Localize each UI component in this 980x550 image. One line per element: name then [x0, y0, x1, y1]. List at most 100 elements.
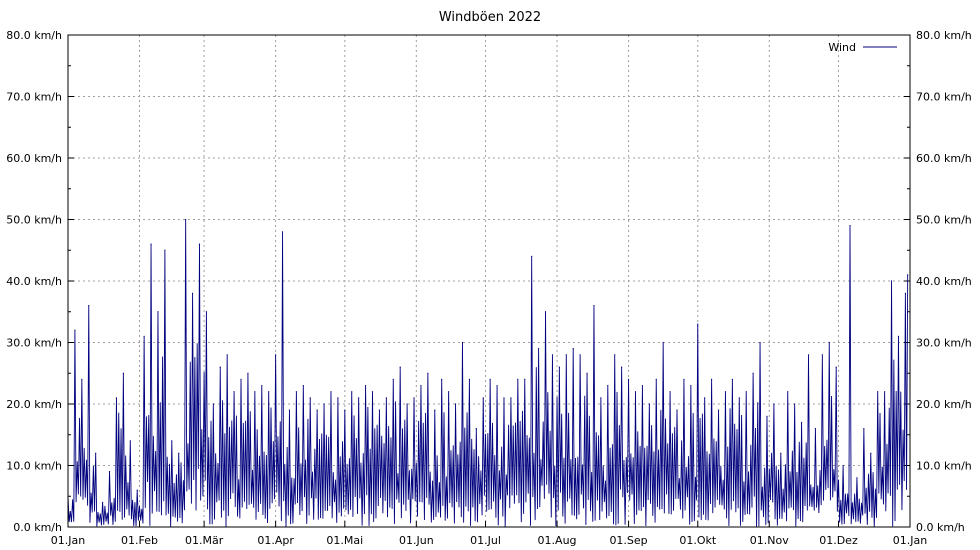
data-point [600, 397, 602, 399]
data-point [738, 397, 740, 399]
data-point [364, 384, 367, 387]
data-point [517, 378, 519, 380]
x-tick-label: 01.Jul [470, 534, 501, 547]
data-point [136, 489, 138, 491]
data-point [503, 397, 505, 399]
data-point [150, 243, 152, 245]
data-point [579, 354, 581, 356]
data-point [641, 384, 644, 387]
data-point [226, 354, 228, 356]
data-point [205, 311, 208, 313]
data-point [454, 403, 457, 405]
data-point [551, 354, 554, 356]
data-point [344, 409, 346, 411]
data-point [371, 391, 374, 393]
data-point [240, 378, 242, 380]
series-line-wind [67, 219, 909, 527]
data-point [884, 391, 886, 393]
data-point [870, 452, 872, 454]
data-point [378, 409, 381, 411]
data-point [821, 354, 823, 356]
data-point [178, 452, 180, 454]
data-point [752, 372, 754, 374]
data-point [558, 366, 560, 368]
data-point [164, 249, 166, 251]
data-point [157, 311, 159, 313]
data-point [143, 335, 145, 337]
data-point [351, 391, 353, 393]
data-point [835, 366, 837, 368]
data-point [385, 397, 387, 399]
legend: Wind [828, 41, 897, 54]
data-point [268, 391, 270, 393]
data-point [171, 440, 173, 442]
data-point [842, 464, 844, 467]
data-point [683, 378, 685, 380]
data-point [863, 428, 865, 430]
data-point [704, 397, 706, 399]
data-point [337, 397, 339, 399]
data-point [81, 378, 83, 380]
y-tick-label-right: 0.0 km/h [916, 521, 965, 534]
data-point [800, 421, 803, 424]
data-point [461, 341, 464, 344]
data-point [524, 378, 526, 380]
data-point [406, 403, 408, 405]
data-point [489, 378, 491, 380]
data-point [794, 403, 796, 405]
y-tick-label-right: 10.0 km/h [916, 460, 972, 473]
data-point [634, 391, 637, 393]
y-tick-label-left: 70.0 km/h [6, 91, 62, 104]
data-point [572, 348, 574, 350]
y-tick-label-left: 60.0 km/h [6, 152, 62, 165]
data-point [904, 292, 906, 294]
data-point [766, 415, 768, 417]
y-tick-label-left: 80.0 km/h [6, 29, 62, 42]
x-tick-label: 01.Feb [121, 534, 158, 547]
data-point [358, 397, 360, 399]
data-point [102, 501, 104, 503]
data-point [690, 384, 692, 387]
data-point [399, 366, 401, 368]
legend-label-wind: Wind [828, 41, 856, 54]
data-point [198, 243, 201, 245]
x-tick-label: 01.Jun [399, 534, 434, 547]
data-point [745, 391, 747, 393]
x-tick-label: 01.Dez [819, 534, 858, 547]
data-point [475, 428, 477, 430]
y-tick-label-left: 50.0 km/h [6, 214, 62, 227]
data-point [288, 409, 291, 411]
data-point [731, 378, 733, 380]
data-point [627, 378, 630, 380]
data-point [275, 354, 277, 356]
data-point [482, 397, 484, 399]
data-point [586, 372, 588, 374]
data-point [717, 409, 720, 411]
data-point [759, 341, 761, 344]
data-point [849, 225, 851, 227]
data-point [697, 323, 699, 325]
data-point [302, 384, 304, 387]
data-point [254, 391, 256, 393]
y-tick-label-right: 40.0 km/h [916, 275, 972, 288]
y-tick-label-right: 80.0 km/h [916, 29, 972, 42]
data-point [295, 391, 297, 393]
data-point [897, 335, 900, 337]
data-point [531, 255, 533, 257]
y-tick-label-left: 20.0 km/h [6, 398, 62, 411]
y-tick-label-left: 40.0 km/h [6, 275, 62, 288]
data-point [212, 403, 214, 405]
grid-lines [68, 35, 910, 527]
x-tick-label: 01.Mär [185, 534, 224, 547]
series-layer [67, 218, 909, 527]
x-tick-label: 01.Sep [609, 534, 647, 547]
data-point [607, 384, 609, 387]
data-point [115, 397, 118, 399]
data-point [510, 397, 512, 399]
data-point [565, 354, 567, 356]
data-point [814, 428, 817, 430]
data-point [108, 471, 111, 473]
x-tick-label: 01.Apr [257, 534, 294, 547]
data-point [780, 452, 782, 454]
